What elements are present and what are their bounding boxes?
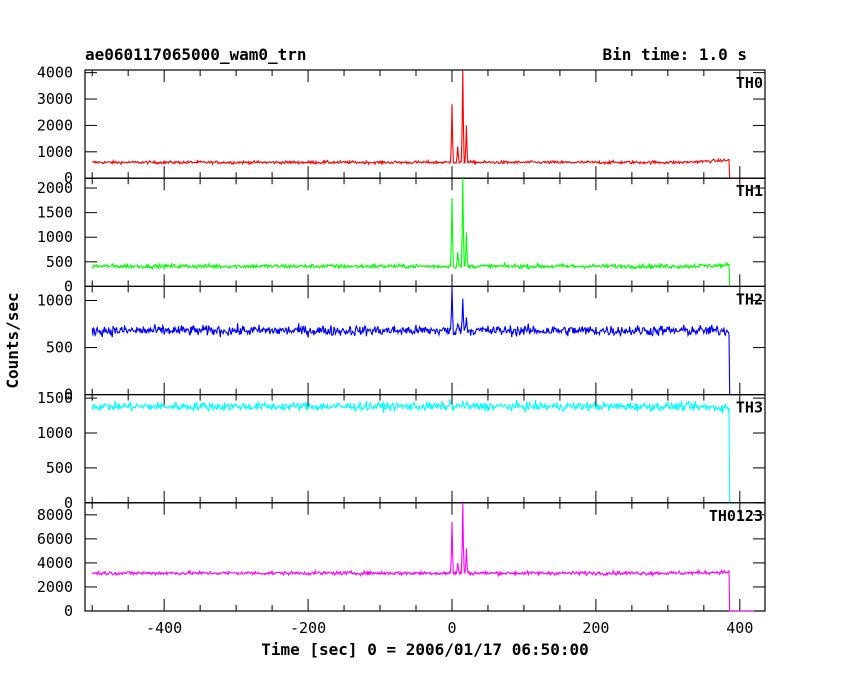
y-tick-label: 4000 (37, 64, 73, 82)
y-tick-label: 3000 (37, 90, 73, 108)
x-axis-label: Time [sec] 0 = 2006/01/17 06:50:00 (261, 640, 589, 659)
chart-title-left: ae060117065000_wam0_trn (85, 45, 307, 64)
panel-frame (84, 502, 766, 612)
y-tick-label: 0 (64, 386, 73, 404)
panel-frame (84, 285, 766, 396)
panel-th1: 0 500 1000 1500 2000 TH1 (37, 177, 766, 295)
series-line-th0 (92, 69, 755, 179)
y-tick-label: 500 (46, 253, 73, 271)
panel-label: TH2 (736, 290, 763, 308)
y-tick-label: 2000 (37, 116, 73, 134)
chart-title-right: Bin time: 1.0 s (603, 45, 748, 64)
y-tick-label: 2000 (37, 578, 73, 596)
panel-label: TH1 (736, 182, 763, 200)
y-tick-label: 4000 (37, 554, 73, 572)
y-tick-label: 1000 (37, 228, 73, 246)
series-line-th0123 (91, 502, 755, 612)
y-tick-label: 8000 (37, 506, 73, 524)
y-tick-label: 1500 (37, 204, 73, 222)
panel-label: TH3 (736, 399, 763, 417)
panel-th0123: 0 2000 4000 6000 8000 TH0123 (37, 502, 766, 620)
y-tick-label: 0 (64, 494, 73, 512)
y-tick-label: 1000 (37, 424, 73, 442)
y-tick-label: 1000 (37, 143, 73, 161)
y-tick-label: 1500 (37, 389, 73, 407)
x-tick-label: -400 (146, 619, 182, 637)
y-axis-label: Counts/sec (3, 292, 22, 388)
y-tick-label: 500 (46, 459, 73, 477)
x-tick-label: 0 (447, 619, 456, 637)
series-line-th1 (91, 178, 755, 287)
x-tick-label: 400 (726, 619, 753, 637)
x-tick-label: 200 (582, 619, 609, 637)
panel-th3: 0 500 1000 1500 TH3 (37, 389, 766, 512)
y-tick-label: 0 (64, 277, 73, 295)
x-tick-label: -200 (290, 619, 326, 637)
y-tick-label: 500 (46, 339, 73, 357)
panel-th0: 0 1000 2000 3000 4000 TH0 (37, 64, 766, 187)
panel-label: TH0 (736, 74, 763, 92)
series-line-th2 (91, 286, 755, 396)
y-tick-label: 0 (64, 169, 73, 187)
panel-th2: 0 500 1000 TH2 (37, 285, 766, 404)
y-tick-label: 2000 (37, 179, 73, 197)
series-line-th3 (91, 399, 755, 504)
y-tick-label: 1000 (37, 292, 73, 310)
panel-label: TH0123 (709, 507, 763, 525)
panel-frame (84, 177, 766, 287)
y-tick-label: 6000 (37, 530, 73, 548)
y-tick-label: 0 (64, 602, 73, 620)
